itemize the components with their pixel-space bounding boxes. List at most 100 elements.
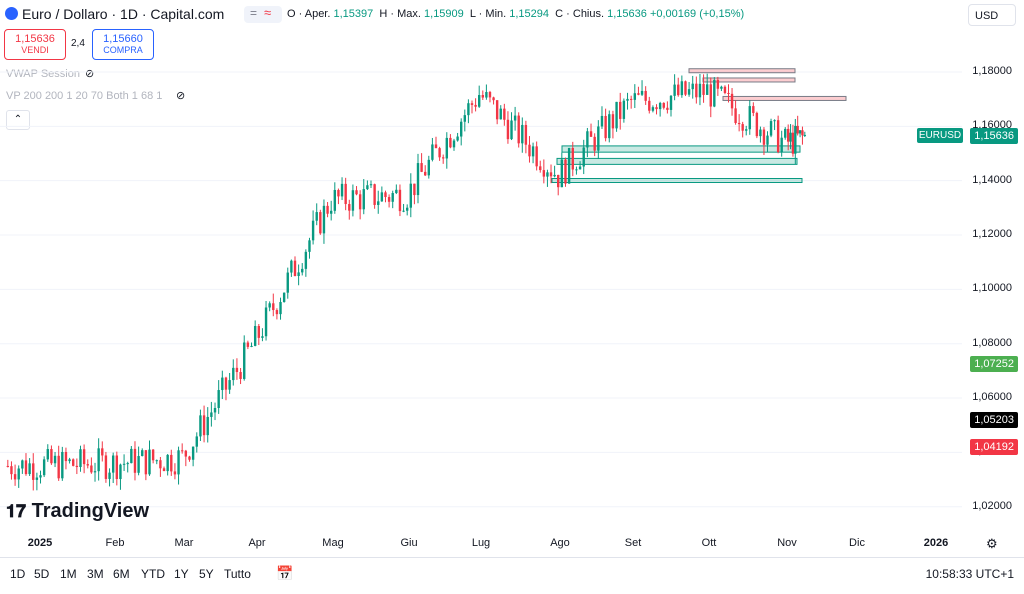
candle-body xyxy=(549,172,553,177)
bottom-toolbar: 1D 5D 1M 3M 6M YTD 1Y 5Y Tutto 📅 10:58:33 UTC+1 xyxy=(0,557,1024,594)
supply-zone xyxy=(702,77,796,83)
price-tag-tag4: 1,04192 xyxy=(970,439,1018,456)
range-button-1y[interactable]: 1Y xyxy=(174,567,189,581)
price-axis[interactable]: 1,18000 1,16000 1,14000 1,12000 1,10000 1,080… xyxy=(962,30,1024,556)
y-tick-label: 1,12000 xyxy=(972,228,1012,241)
approx-icon[interactable]: ≈ xyxy=(264,5,272,20)
candle-body xyxy=(716,79,720,89)
candle-body xyxy=(702,83,705,95)
candle-body xyxy=(741,124,744,131)
candle-body xyxy=(199,415,202,437)
calendar-icon[interactable]: 📅 xyxy=(276,565,294,581)
candle-body xyxy=(224,377,228,390)
x-tick-label: Dic xyxy=(849,537,865,549)
candle-body xyxy=(155,460,158,462)
candle-body xyxy=(13,474,17,480)
buy-button[interactable]: 1,15660 COMPRA xyxy=(92,29,154,60)
tradingview-logo[interactable]: 𝟏𝟕 TradingView xyxy=(6,500,149,523)
candle-body xyxy=(72,459,75,466)
candle-body xyxy=(235,367,239,373)
candle-body xyxy=(695,83,698,98)
candle-body xyxy=(773,120,776,122)
candle-body xyxy=(104,455,108,479)
candle-body xyxy=(571,147,574,170)
candle-body xyxy=(801,130,804,136)
high-value: 1,15909 xyxy=(424,8,464,20)
candle-body xyxy=(282,292,286,303)
candle-body xyxy=(322,205,326,234)
candle-body xyxy=(655,107,658,110)
candle-body xyxy=(503,108,506,120)
high-label: H xyxy=(379,8,388,20)
equal-icon[interactable]: = xyxy=(250,6,258,20)
range-button-3m[interactable]: 3M xyxy=(87,567,104,581)
candle-body xyxy=(449,137,452,148)
candle-body xyxy=(755,112,759,137)
candle-body xyxy=(709,84,712,107)
x-tick-label: Giu xyxy=(400,537,418,549)
symbol-title[interactable]: Euro / Dollaro · 1D · Capital.com xyxy=(22,6,225,22)
candle-body xyxy=(162,468,166,472)
vp-indicator-label[interactable]: VP 200 200 1 20 70 Both 1 68 1 xyxy=(6,90,163,102)
price-chart[interactable] xyxy=(0,30,962,533)
candle-body xyxy=(531,146,535,157)
candle-body xyxy=(340,183,344,197)
candle-body xyxy=(293,260,297,277)
candle-body xyxy=(713,79,716,107)
candle-body xyxy=(213,407,217,413)
range-button-5d[interactable]: 5D xyxy=(34,567,50,581)
range-button-5y[interactable]: 5Y xyxy=(199,567,214,581)
gear-icon[interactable]: ⚙ xyxy=(986,536,998,551)
candle-body xyxy=(61,451,64,479)
y-tick-label: 1,08000 xyxy=(972,336,1012,349)
candle-body xyxy=(101,448,104,456)
candle-body xyxy=(122,463,126,465)
candle-body xyxy=(111,455,115,473)
candle-body xyxy=(567,147,571,184)
candle-body xyxy=(456,136,459,141)
sell-price: 1,15636 xyxy=(15,33,55,45)
candle-body xyxy=(97,448,100,472)
eye-slash-icon[interactable]: ⊘ xyxy=(176,90,186,102)
candle-body xyxy=(115,455,119,480)
candle-body xyxy=(481,95,484,98)
vwap-indicator-label[interactable]: VWAP Session xyxy=(6,68,80,80)
sell-button[interactable]: 1,15636 VENDI xyxy=(4,29,66,60)
candle-body xyxy=(362,189,365,210)
candle-body xyxy=(748,106,751,130)
candle-body xyxy=(723,86,727,93)
candle-body xyxy=(669,95,673,110)
candle-body xyxy=(373,184,376,205)
candle-body xyxy=(535,146,538,167)
range-button-1d[interactable]: 1D xyxy=(10,567,26,581)
range-button-1m[interactable]: 1M xyxy=(60,567,77,581)
range-button-tutto[interactable]: Tutto xyxy=(224,567,251,581)
candle-body xyxy=(769,121,773,136)
x-tick-label: Mag xyxy=(322,537,344,549)
time-axis[interactable]: 2025 Feb Mar Apr Mag Giu Lug Ago Set Ott Nov Dic 202… xyxy=(0,533,962,553)
candle-body xyxy=(64,451,68,462)
eye-slash-icon[interactable]: ⊘ xyxy=(85,68,95,80)
candle-body xyxy=(57,455,60,479)
clock[interactable]: 10:58:33 UTC+1 xyxy=(925,567,1014,581)
candles xyxy=(6,73,807,491)
x-tick-label: Mar xyxy=(174,537,194,549)
candle-body xyxy=(257,326,261,338)
candle-body xyxy=(648,100,651,111)
candle-body xyxy=(46,449,49,460)
candle-body xyxy=(546,172,549,177)
range-button-ytd[interactable]: YTD xyxy=(141,567,165,581)
zones xyxy=(551,68,847,184)
candle-body xyxy=(524,124,528,145)
candle-body xyxy=(492,97,495,101)
candle-body xyxy=(789,132,792,142)
tv-mark-icon: 𝟏𝟕 xyxy=(6,501,27,521)
range-button-6m[interactable]: 6M xyxy=(113,567,130,581)
collapse-chevron-icon[interactable]: ⌃ xyxy=(6,110,30,130)
open-value: 1,15397 xyxy=(333,8,374,20)
currency-button[interactable]: USD xyxy=(968,4,1016,26)
candle-body xyxy=(615,101,618,129)
demand-zone xyxy=(551,178,803,184)
candle-body xyxy=(416,163,420,196)
symbol-status-button[interactable] xyxy=(244,6,282,23)
